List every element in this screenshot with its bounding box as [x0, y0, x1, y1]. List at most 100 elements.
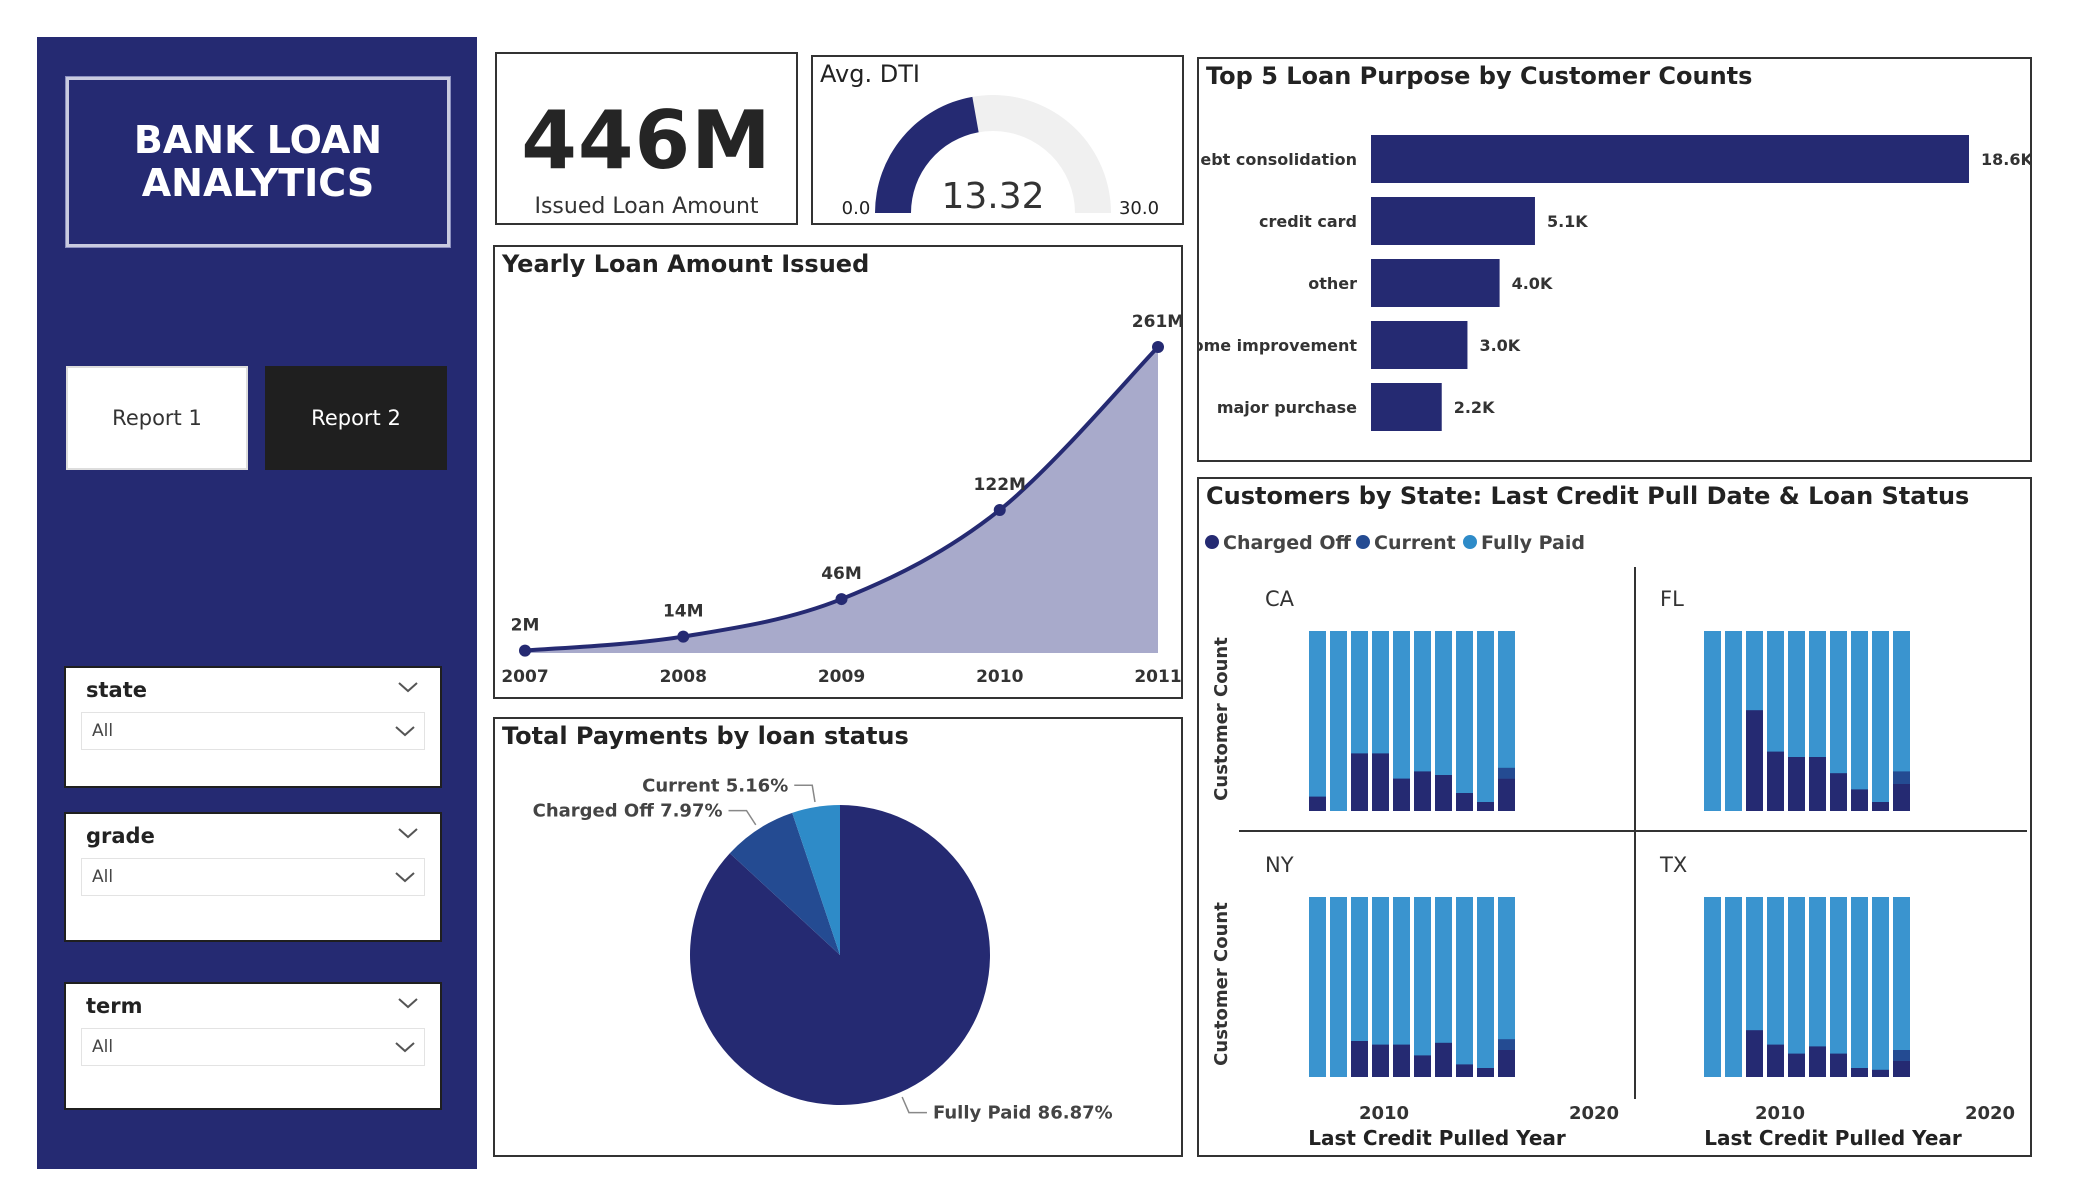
stack-fully-paid	[1809, 897, 1826, 1077]
x-tick-label: 2009	[818, 667, 865, 687]
loan-purpose-panel: Top 5 Loan Purpose by Customer Counts de…	[1197, 57, 2032, 462]
yearly-title: Yearly Loan Amount Issued	[502, 250, 870, 278]
report-2-button[interactable]: Report 2	[265, 366, 447, 470]
chevron-down-icon	[395, 872, 415, 883]
state-title: Customers by State: Last Credit Pull Dat…	[1206, 482, 1970, 510]
chevron-down-icon[interactable]	[396, 824, 420, 842]
legend-label: Charged Off	[1223, 532, 1352, 554]
state-dropdown[interactable]: All	[81, 712, 425, 750]
stack-fully-paid	[1435, 631, 1452, 811]
stack-charged-off	[1746, 710, 1763, 811]
bar-data-label: 4.0K	[1512, 274, 1553, 293]
payments-pie-chart: Fully Paid 86.87% Charged Off 7.97% Curren…	[533, 775, 1113, 1123]
pie-title: Total Payments by loan status	[502, 722, 909, 750]
stack-charged-off	[1809, 757, 1826, 811]
state-label: TX	[1659, 853, 1687, 877]
pie-slice	[729, 812, 840, 955]
legend-dot	[1463, 535, 1477, 549]
stack-charged-off	[1309, 796, 1326, 811]
yearly-loan-panel: Yearly Loan Amount Issued 2M 2007 14M 2008 4…	[493, 245, 1183, 699]
gauge-title: Avg. DTI	[820, 60, 920, 88]
stack-charged-off	[1414, 1055, 1431, 1077]
area-point	[993, 503, 1006, 516]
stack-charged-off	[1893, 1060, 1910, 1077]
stack-fully-paid	[1456, 897, 1473, 1077]
stack-fully-paid	[1372, 897, 1389, 1077]
area-data-label: 122M	[974, 475, 1026, 495]
term-dropdown-value: All	[92, 1037, 114, 1057]
x-tick-label: 2011	[1134, 667, 1181, 687]
stack-charged-off	[1767, 751, 1784, 811]
gauge-value: 13.32	[941, 176, 1044, 217]
area-data-label: 46M	[821, 564, 862, 584]
payments-pie-panel: Total Payments by loan status Fully Paid…	[493, 717, 1183, 1157]
x-tick-label: 2010	[1755, 1103, 1805, 1124]
x-tick-label: 2010	[976, 667, 1023, 687]
stack-charged-off	[1498, 778, 1515, 811]
chevron-down-icon[interactable]	[396, 994, 420, 1012]
stack-fully-paid	[1498, 897, 1515, 1077]
purpose-bar	[1371, 383, 1442, 431]
stack-charged-off	[1393, 778, 1410, 811]
stack-charged-off	[1435, 775, 1452, 811]
stack-current	[1498, 767, 1515, 779]
stack-fully-paid	[1393, 631, 1410, 811]
stack-fully-paid	[1830, 631, 1847, 811]
stack-fully-paid	[1830, 897, 1847, 1077]
gauge-max: 30.0	[1119, 198, 1159, 219]
stack-current	[1498, 1039, 1515, 1050]
kpi-value: 446M	[521, 94, 772, 187]
state-small-multiples: Charged Off Current Fully Paid CA FL NY TX Cust…	[1205, 532, 2027, 1150]
stack-charged-off	[1372, 1044, 1389, 1077]
area-point	[677, 630, 690, 643]
y-axis-label: Customer Count	[1211, 637, 1232, 801]
stack-fully-paid	[1456, 631, 1473, 811]
stack-fully-paid	[1872, 631, 1889, 811]
purpose-bar	[1371, 321, 1468, 369]
state-slicer-label: state	[86, 678, 147, 702]
stack-fully-paid	[1851, 897, 1868, 1077]
area-point	[835, 593, 848, 606]
state-slicer[interactable]: state All	[64, 666, 442, 788]
yearly-area-chart: 2M 2007 14M 2008 46M 2009 122M 2010 261M 2011	[501, 312, 1181, 687]
stack-fully-paid	[1788, 897, 1805, 1077]
stack-charged-off	[1830, 773, 1847, 811]
stack-fully-paid	[1351, 897, 1368, 1077]
stack-charged-off	[1872, 1069, 1889, 1077]
term-slicer[interactable]: term All	[64, 982, 442, 1110]
stack-charged-off	[1788, 1053, 1805, 1077]
bar-data-label: 2.2K	[1454, 398, 1495, 417]
stack-fully-paid	[1767, 897, 1784, 1077]
stack-fully-paid	[1393, 897, 1410, 1077]
stack-fully-paid	[1309, 631, 1326, 811]
stack-fully-paid	[1435, 897, 1452, 1077]
loan-purpose-bar-chart: debt consolidation 18.6K credit card 5.1K ot…	[1199, 135, 2030, 431]
stack-charged-off	[1477, 802, 1494, 811]
stack-charged-off	[1456, 793, 1473, 811]
stack-charged-off	[1851, 1068, 1868, 1077]
purpose-bar	[1371, 259, 1500, 307]
grade-dropdown[interactable]: All	[81, 858, 425, 896]
stack-charged-off	[1477, 1068, 1494, 1077]
area-line	[524, 345, 1160, 653]
pie-leader-line	[794, 784, 816, 803]
report-1-button[interactable]: Report 1	[66, 366, 248, 470]
stack-charged-off	[1414, 771, 1431, 811]
gauge-svg: 13.32 0.0 30.0	[842, 95, 1159, 219]
dashboard-title: BANK LOAN ANALYTICS	[65, 76, 451, 248]
grade-slicer[interactable]: grade All	[64, 812, 442, 942]
stack-fully-paid	[1414, 631, 1431, 811]
area-data-label: 2M	[511, 616, 540, 636]
chevron-down-icon[interactable]	[396, 678, 420, 696]
area-point	[1152, 341, 1164, 353]
stack-fully-paid	[1872, 897, 1889, 1077]
pie-slice	[792, 805, 840, 955]
stack-charged-off	[1393, 1044, 1410, 1077]
legend-label: Current	[1374, 532, 1456, 554]
x-tick-label: 2007	[501, 667, 548, 687]
term-dropdown[interactable]: All	[81, 1028, 425, 1066]
stack-charged-off	[1372, 753, 1389, 811]
bar-data-label: 5.1K	[1547, 212, 1588, 231]
state-panel: Customers by State: Last Credit Pull Dat…	[1197, 477, 2032, 1157]
stack-fully-paid	[1704, 897, 1721, 1077]
